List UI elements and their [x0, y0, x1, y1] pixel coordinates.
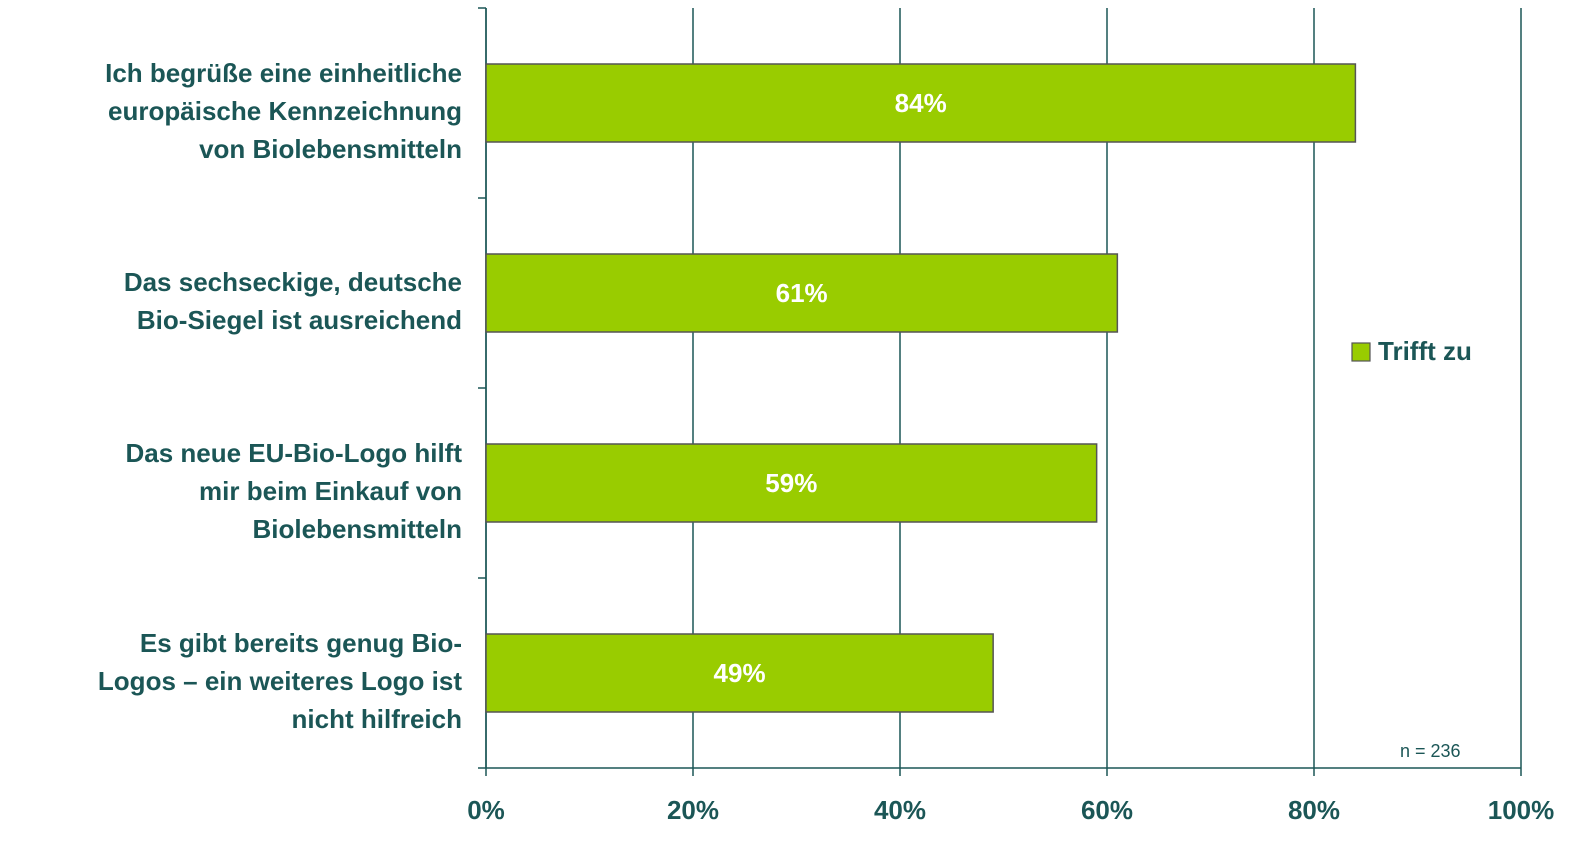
x-tick-label: 80%	[1288, 795, 1340, 825]
category-label: Biolebensmitteln	[253, 514, 462, 544]
category-label: Bio-Siegel ist ausreichend	[137, 305, 462, 335]
x-tick-label: 40%	[874, 795, 926, 825]
category-label: Ich begrüße eine einheitliche	[105, 58, 462, 88]
value-label: 61%	[776, 278, 828, 308]
bar	[485, 63, 1357, 143]
legend-label: Trifft zu	[1378, 336, 1472, 366]
category-label: von Biolebensmitteln	[199, 134, 462, 164]
category-label: Logos – ein weiteres Logo ist	[98, 666, 462, 696]
x-tick-label: 100%	[1488, 795, 1555, 825]
bar	[485, 633, 994, 713]
category-label: Es gibt bereits genug Bio-	[140, 628, 462, 658]
value-label: 84%	[895, 88, 947, 118]
legend-swatch	[1351, 342, 1371, 362]
bar	[485, 253, 1119, 333]
annotation: n = 236	[1400, 741, 1461, 761]
value-label: 59%	[765, 468, 817, 498]
category-label: nicht hilfreich	[292, 704, 462, 734]
x-tick-label: 20%	[667, 795, 719, 825]
category-label: Das sechseckige, deutsche	[124, 267, 462, 297]
x-tick-label: 0%	[467, 795, 505, 825]
x-tick-label: 60%	[1081, 795, 1133, 825]
category-label: Das neue EU-Bio-Logo hilft	[125, 438, 462, 468]
category-label: mir beim Einkauf von	[199, 476, 462, 506]
value-label: 49%	[714, 658, 766, 688]
bar	[485, 443, 1098, 523]
category-label: europäische Kennzeichnung	[108, 96, 462, 126]
